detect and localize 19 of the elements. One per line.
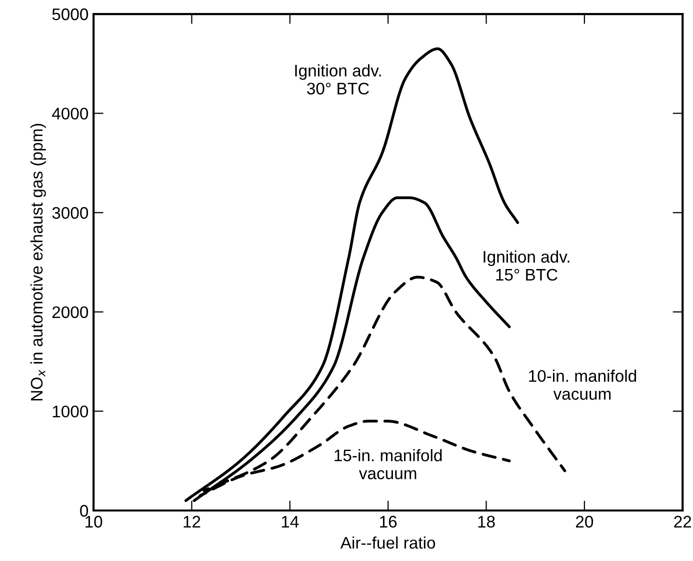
x-tick-label: 12 bbox=[184, 516, 200, 528]
x-tick-label: 22 bbox=[674, 516, 692, 528]
x-tick-label: 10 bbox=[86, 516, 102, 528]
y-tick-label: 2000 bbox=[52, 306, 88, 318]
y-tick-label: 3000 bbox=[52, 207, 88, 219]
series-label: Ignition adv. 15° BTC bbox=[484, 250, 570, 281]
y-tick-label: 5000 bbox=[52, 8, 88, 20]
x-axis-title: Air--fuel ratio bbox=[340, 536, 436, 549]
y-tick-label: 4000 bbox=[52, 108, 88, 120]
y-tick-label: 0 bbox=[80, 504, 88, 517]
x-tick-label: 20 bbox=[576, 516, 594, 528]
x-tick-label: 16 bbox=[380, 516, 397, 528]
x-tick-label: 18 bbox=[478, 516, 495, 528]
series-label: 15-in. manifold vacuum bbox=[334, 449, 442, 480]
series-label: 10-in. manifold vacuum bbox=[529, 370, 636, 400]
y-axis-title: NO$_{x}$ in automotive exhaust gas (ppm) bbox=[30, 124, 46, 400]
x-tick-label: 14 bbox=[282, 516, 299, 528]
y-tick-label: 1000 bbox=[52, 406, 88, 418]
series-label: Ignition adv. 30° BTC bbox=[295, 64, 381, 94]
